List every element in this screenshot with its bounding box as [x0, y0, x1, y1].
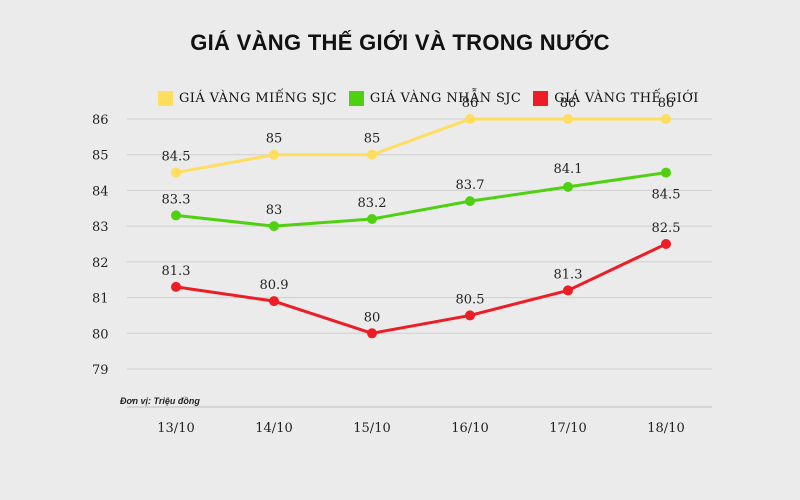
y-tick-label: 85 [92, 149, 109, 164]
y-tick-label: 84 [92, 184, 109, 199]
data-point [563, 114, 573, 124]
legend-label-nhan-sjc: GIÁ VÀNG NHẪN SJC [369, 91, 522, 106]
data-point [465, 114, 475, 124]
data-point [171, 210, 181, 221]
series-line [175, 242, 667, 335]
legend-swatch-mieng-sjc [158, 91, 173, 106]
data-point [269, 296, 279, 307]
x-tick-label: 15/10 [353, 421, 390, 436]
data-point [269, 221, 279, 232]
y-tick-label: 82 [92, 256, 109, 271]
data-label: 84.1 [554, 162, 583, 177]
data-point [563, 181, 573, 192]
y-tick-label: 80 [92, 327, 109, 342]
chart-title: GIÁ VÀNG THẾ GIỚI VÀ TRONG NƯỚC [190, 30, 610, 55]
data-label: 82.5 [652, 221, 681, 236]
data-point [465, 310, 475, 321]
x-tick-label: 14/10 [255, 421, 292, 436]
legend-swatch-the-gioi [533, 91, 549, 106]
series-line [175, 117, 666, 175]
legend-label-mieng-sjc: GIÁ VÀNG MIẾNG SJC [179, 91, 337, 106]
data-label: 80 [364, 310, 381, 325]
y-tick-label: 79 [92, 363, 109, 378]
x-tick-label: 16/10 [451, 421, 488, 436]
data-point [171, 281, 181, 292]
data-label: 84.5 [162, 150, 191, 165]
data-point [367, 149, 377, 160]
data-point [465, 196, 475, 207]
legend: GIÁ VÀNG MIẾNG SJC GIÁ VÀNG NHẪN SJC GIÁ… [158, 91, 711, 106]
y-tick-label: 81 [92, 292, 109, 307]
data-label: 86 [462, 96, 479, 111]
data-point [171, 167, 181, 178]
data-point [563, 285, 573, 296]
data-label: 86 [560, 96, 577, 111]
data-label: 84.5 [652, 188, 681, 203]
legend-swatch-nhan-sjc [348, 91, 364, 106]
legend-label-the-gioi: GIÁ VÀNG THẾ GIỚI [554, 91, 699, 106]
data-point [367, 328, 377, 339]
data-label: 83.3 [162, 192, 191, 207]
data-label: 80.5 [456, 292, 485, 307]
data-label: 81.3 [162, 264, 191, 279]
unit-note: Đơn vị: Triệu đồng [120, 396, 200, 406]
data-label: 86 [658, 96, 675, 111]
data-label: 85 [364, 132, 381, 147]
data-label: 81.3 [554, 267, 583, 282]
data-label: 85 [266, 132, 283, 147]
x-tick-label: 17/10 [549, 421, 586, 436]
data-point [661, 167, 671, 178]
y-tick-label: 86 [92, 113, 109, 128]
y-tick-label: 83 [92, 220, 109, 235]
data-point [367, 214, 377, 224]
data-label: 80.9 [260, 278, 289, 293]
x-tick-label: 13/10 [157, 421, 194, 436]
data-label: 83 [266, 203, 283, 218]
data-point [661, 114, 671, 124]
data-point [269, 149, 279, 160]
legend-item-nhan-sjc: GIÁ VÀNG NHẪN SJC [348, 91, 522, 106]
data-label: 83.2 [358, 196, 387, 211]
legend-item-the-gioi: GIÁ VÀNG THẾ GIỚI [533, 91, 699, 106]
series-line [175, 171, 667, 228]
data-point [661, 239, 671, 249]
x-tick-label: 18/10 [647, 421, 684, 436]
legend-item-mieng-sjc: GIÁ VÀNG MIẾNG SJC [158, 91, 337, 106]
data-label: 83.7 [456, 178, 485, 193]
